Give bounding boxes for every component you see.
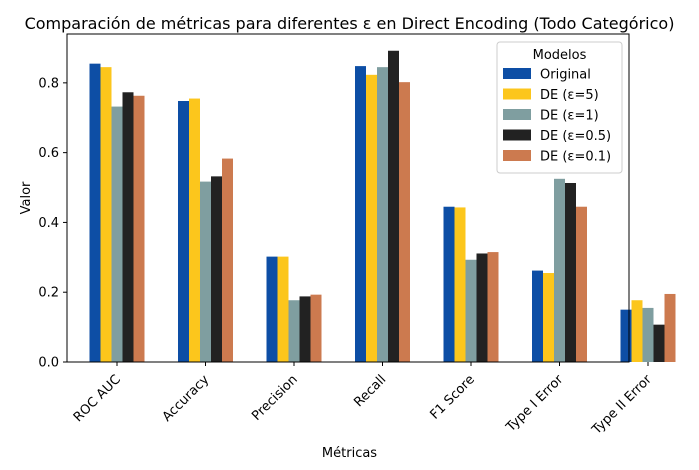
x-tick-label: Precision [249,372,301,424]
legend-title: Modelos [533,48,587,63]
bar-1-7 [620,309,632,362]
legend-label: DE (ε=0.1) [540,150,611,165]
bar-1-1 [89,63,101,362]
bar-1-4 [355,66,366,363]
x-tick-label: Recall [351,372,389,410]
bar-4-4 [388,50,399,363]
bar-5-2 [222,158,233,362]
bar-1-3 [266,256,278,362]
legend-swatch [503,109,531,120]
bar-4-6 [565,182,576,362]
legend-swatch [503,88,531,100]
legend-label: DE (ε=1) [540,109,599,124]
bar-5-6 [576,206,587,362]
chart-title: Comparación de métricas para diferentes … [25,14,675,33]
bar-3-6 [554,178,565,362]
bar-5-1 [133,95,145,362]
legend-swatch [503,68,531,79]
y-tick-label: 0.6 [38,146,59,161]
bar-2-4 [366,74,377,362]
bar-2-6 [543,273,554,362]
bar-3-2 [200,181,211,362]
bar-2-7 [631,300,643,362]
bar-3-4 [377,67,388,363]
x-axis: ROC AUC Accuracy Precision Recall F1 Score Ty… [71,362,655,438]
y-axis-label: Valor [19,181,34,214]
bar-5-3 [310,294,322,362]
x-tick-label: F1 Score [427,372,477,422]
bar-1-5 [443,206,455,362]
legend-label: DE (ε=0.5) [540,129,611,144]
x-tick-label: Type II Error [589,372,656,439]
bar-4-1 [122,92,134,362]
bar-1-2 [178,100,189,363]
legend-swatch [503,129,531,141]
legend-label: DE (ε=5) [540,88,599,103]
bars-layer [89,50,676,363]
x-tick-label: Type I Error [503,372,567,436]
bar-3-7 [642,307,654,362]
bar-2-3 [277,256,289,362]
y-tick-label: 0.2 [38,286,59,301]
y-tick-label: 0.4 [38,216,59,231]
y-axis: 0.0 0.2 0.4 0.6 0.8 [38,76,67,371]
legend-swatch [503,150,531,161]
plot-frame [66,33,630,363]
bar-3-1 [111,106,123,362]
x-tick-label: ROC AUC [71,372,124,425]
bar-5-5 [487,252,499,362]
bar-2-5 [454,207,466,362]
bar-3-5 [465,259,477,362]
y-tick-label: 0.8 [38,76,59,91]
x-tick-label: Accuracy [160,372,213,425]
bar-4-2 [211,176,222,362]
legend: Modelos Original DE (ε=5) DE (ε=1) DE (ε=0.… [496,41,623,174]
legend-label: Original [540,68,591,83]
bar-4-5 [476,253,488,362]
bar-5-4 [399,82,410,362]
bar-3-3 [288,300,300,362]
bar-4-3 [299,296,311,362]
bar-2-2 [189,98,200,362]
bar-5-7 [664,293,676,362]
bar-2-1 [100,67,112,363]
x-axis-label: Métricas [322,446,377,461]
bar-1-6 [532,270,543,362]
bar-4-7 [653,324,665,362]
y-tick-label: 0.0 [38,356,59,371]
